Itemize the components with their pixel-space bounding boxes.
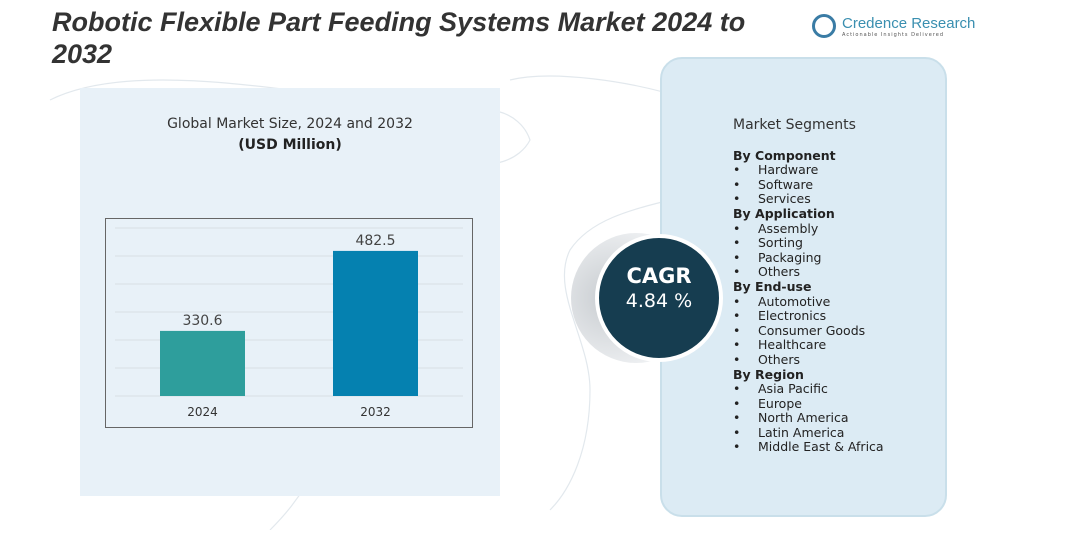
segment-item-label: Sorting xyxy=(758,235,803,251)
logo-tagline: Actionable Insights Delivered xyxy=(842,31,945,38)
segment-item: • Healthcare xyxy=(733,338,884,353)
bullet-icon: • xyxy=(733,337,741,353)
bullet-icon: • xyxy=(733,439,741,455)
segment-item-label: Consumer Goods xyxy=(758,322,866,338)
data-label: 482.5 xyxy=(355,233,395,249)
bullet-icon: • xyxy=(733,220,741,236)
segment-item-label: Others xyxy=(758,264,801,280)
segment-item: • Latin America xyxy=(733,424,884,441)
logo: Credence Research Actionable Insights De… xyxy=(812,14,975,38)
segment-item-label: Healthcare xyxy=(758,337,827,353)
segment-heading: By End-use xyxy=(733,278,812,294)
segment-item: • Europe xyxy=(733,395,884,412)
logo-chart-icon xyxy=(812,14,836,38)
segment-item: • Others xyxy=(733,351,884,368)
cagr-badge: CAGR 4.84 % xyxy=(595,234,723,362)
x-tick-label: 2024 xyxy=(187,405,218,419)
bar-chart: 330.6 2024 482.5 2032 xyxy=(115,227,463,419)
segment-item-label: Electronics xyxy=(758,308,827,324)
page-title: Robotic Flexible Part Feeding Systems Ma… xyxy=(52,7,746,69)
bullet-icon: • xyxy=(733,395,741,411)
bar-2024 xyxy=(160,330,245,396)
bullet-icon: • xyxy=(733,191,741,207)
bullet-icon: • xyxy=(733,264,741,280)
segment-item: • Middle East & Africa xyxy=(733,440,884,455)
market-segments: Market Segments By Component • Hardware • So… xyxy=(733,118,884,455)
segment-item-label: Middle East & Africa xyxy=(758,439,884,455)
segment-heading: By Component xyxy=(733,147,836,163)
bullet-icon: • xyxy=(733,410,741,426)
segment-item-label: Asia Pacific xyxy=(758,381,828,397)
segment-item: • Hardware xyxy=(733,163,884,178)
segment-item: • Electronics xyxy=(733,309,884,324)
bar-2032 xyxy=(333,250,418,396)
x-tick-label: 2032 xyxy=(360,405,391,419)
segment-item: • Assembly xyxy=(733,220,884,237)
segment-item: • Consumer Goods xyxy=(733,322,884,339)
segment-item-label: Others xyxy=(758,351,801,367)
logo-name: Credence Research xyxy=(842,14,976,32)
segment-item-label: Packaging xyxy=(758,249,822,265)
segment-item-label: Hardware xyxy=(758,162,819,178)
segment-item-label: Services xyxy=(758,191,811,207)
bullet-icon: • xyxy=(733,381,741,397)
segment-item-label: Latin America xyxy=(758,424,845,440)
chart-frame xyxy=(105,218,473,428)
chart-panel xyxy=(80,88,500,496)
cagr-value: 4.84 % xyxy=(625,290,693,312)
bullet-icon: • xyxy=(733,249,741,265)
segment-item-label: Assembly xyxy=(758,220,819,236)
bullet-icon: • xyxy=(733,308,741,324)
segment-item-label: North America xyxy=(758,410,849,426)
chart-title: Global Market Size, 2024 and 2032 xyxy=(167,116,413,132)
bullet-icon: • xyxy=(733,162,741,178)
bullet-icon: • xyxy=(733,293,741,309)
segment-item-label: Automotive xyxy=(758,293,831,309)
segment-item-label: Europe xyxy=(758,395,802,411)
segment-item-label: Software xyxy=(758,176,814,192)
segment-heading: By Region xyxy=(733,366,804,382)
bullet-icon: • xyxy=(733,322,741,338)
segment-item: • Sorting xyxy=(733,236,884,251)
bullet-icon: • xyxy=(733,176,741,192)
data-label: 330.6 xyxy=(182,313,222,329)
segment-item: • Software xyxy=(733,176,884,193)
segment-item: • North America xyxy=(733,411,884,426)
chart-unit: (USD Million) xyxy=(238,137,342,153)
cagr-label: CAGR xyxy=(626,264,692,288)
segment-heading: By Application xyxy=(733,205,835,221)
bullet-icon: • xyxy=(733,424,741,440)
segment-item: • Asia Pacific xyxy=(733,381,884,397)
bullet-icon: • xyxy=(733,351,741,367)
bullet-icon: • xyxy=(733,235,741,251)
segment-item: • Packaging xyxy=(733,249,884,266)
segment-item: • Automotive xyxy=(733,293,884,310)
segment-item: • Services xyxy=(733,192,884,207)
segment-item: • Others xyxy=(733,265,884,280)
segments-title: Market Segments xyxy=(733,117,856,133)
